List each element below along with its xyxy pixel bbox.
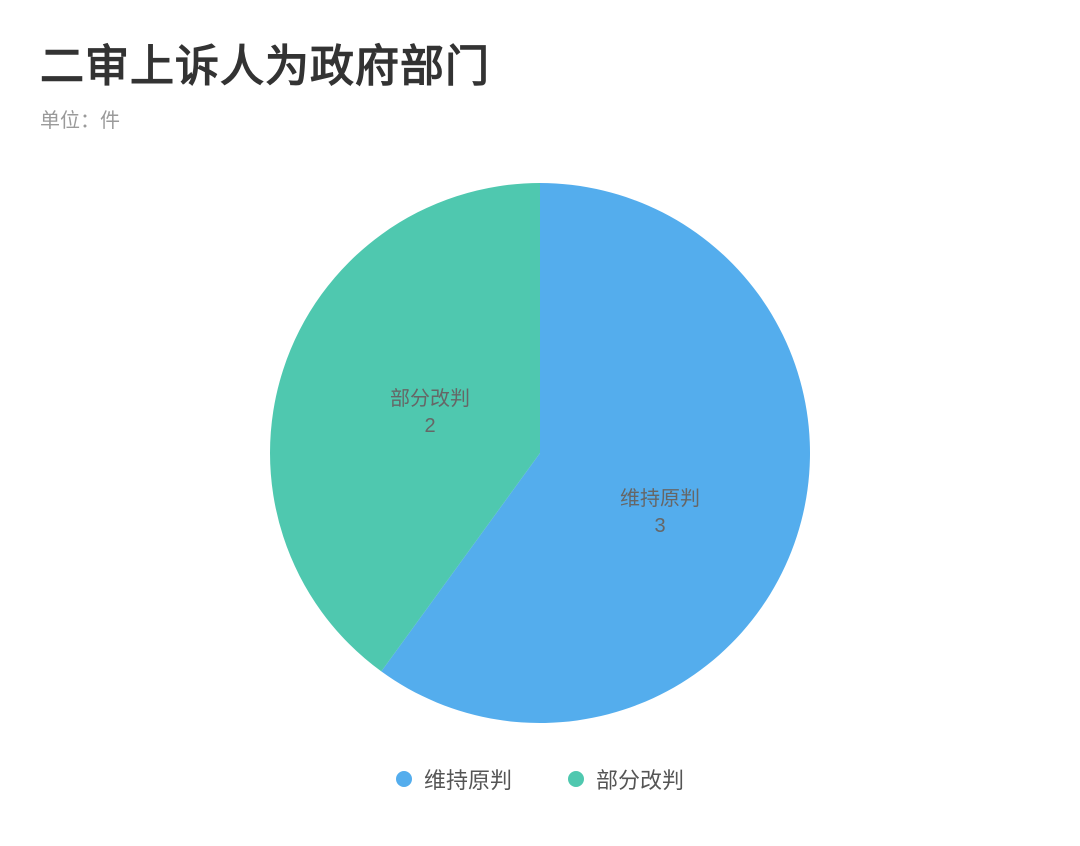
legend-label-0: 维持原判 [424, 763, 512, 795]
legend: 维持原判 部分改判 [40, 763, 1040, 795]
legend-item-1: 部分改判 [568, 763, 684, 795]
chart-title: 二审上诉人为政府部门 [40, 30, 1040, 94]
chart-container: 二审上诉人为政府部门 单位：件 维持原判3部分改判2 维持原判部分改判 [0, 0, 1080, 846]
legend-swatch-0 [396, 771, 412, 787]
slice-name: 维持原判 [620, 488, 700, 510]
pie-chart: 维持原判 3 部分改判 2 [270, 183, 810, 723]
slice-label-0: 维持原判 3 [620, 486, 700, 540]
chart-area: 维持原判 3 部分改判 2 [40, 153, 1040, 753]
slice-label-1: 部分改判 2 [390, 386, 470, 440]
slice-value: 3 [654, 515, 665, 537]
chart-subtitle: 单位：件 [40, 104, 1040, 133]
legend-swatch-1 [568, 771, 584, 787]
pie-svg [270, 183, 810, 723]
slice-value: 2 [424, 415, 435, 437]
slice-name: 部分改判 [390, 388, 470, 410]
legend-item-0: 维持原判 [396, 763, 512, 795]
legend-label-1: 部分改判 [596, 763, 684, 795]
